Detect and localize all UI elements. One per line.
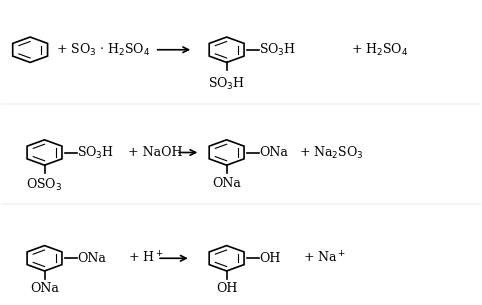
Text: + SO$_3$ $\cdot$ H$_2$SO$_4$: + SO$_3$ $\cdot$ H$_2$SO$_4$ — [56, 42, 150, 58]
Text: SO$_3$H: SO$_3$H — [77, 145, 114, 160]
Text: + H$^+$: + H$^+$ — [128, 251, 164, 266]
Text: + NaOH: + NaOH — [128, 146, 183, 159]
Text: + Na$_2$SO$_3$: + Na$_2$SO$_3$ — [298, 145, 363, 160]
Text: ONa: ONa — [259, 146, 288, 159]
Text: SO$_3$H: SO$_3$H — [208, 75, 245, 92]
Text: + H$_2$SO$_4$: + H$_2$SO$_4$ — [351, 42, 409, 58]
Text: OH: OH — [216, 282, 237, 296]
Text: OSO$_3$: OSO$_3$ — [27, 177, 63, 193]
Text: + Na$^+$: + Na$^+$ — [303, 251, 347, 266]
Text: OH: OH — [259, 252, 281, 265]
Text: SO$_3$H: SO$_3$H — [259, 42, 296, 58]
Text: ONa: ONa — [30, 282, 59, 296]
Text: ONa: ONa — [77, 252, 106, 265]
Text: ONa: ONa — [212, 177, 241, 190]
